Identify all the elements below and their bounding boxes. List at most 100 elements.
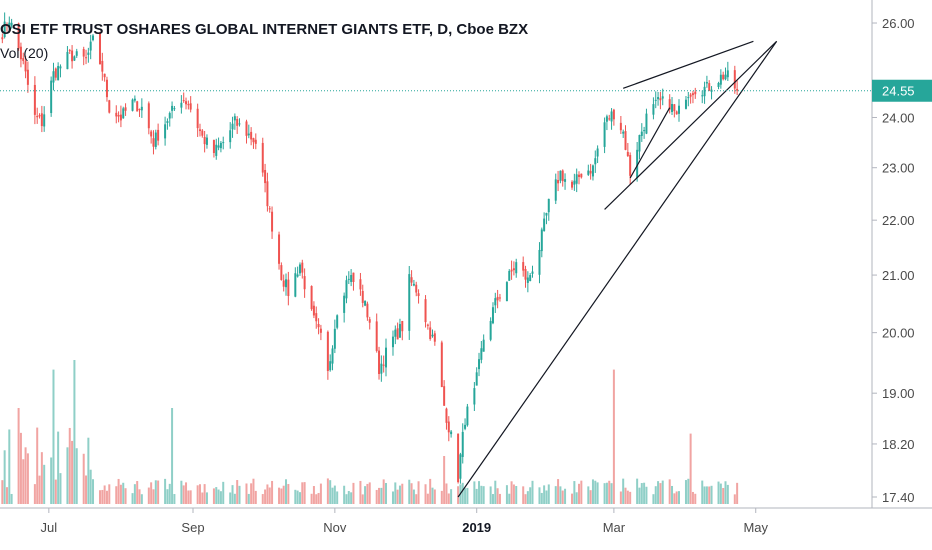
candle-body <box>19 46 22 60</box>
candle-body <box>687 97 690 99</box>
candle-body <box>266 181 269 207</box>
volume-bar <box>478 481 481 504</box>
candle-body <box>75 51 78 56</box>
volume-bar <box>315 494 318 504</box>
volume-bar <box>494 480 497 504</box>
candle-body <box>382 364 385 366</box>
volume-bar <box>557 479 560 504</box>
volume-bar <box>5 487 8 504</box>
candle-body <box>684 99 687 109</box>
candle-body <box>575 174 578 184</box>
volume-bar <box>85 475 88 504</box>
candle-body <box>105 79 108 98</box>
volume-bar <box>124 488 127 504</box>
candle-body <box>677 105 680 114</box>
volume-bar <box>619 491 622 504</box>
volume-bar <box>75 448 78 504</box>
volume-bar <box>612 369 615 504</box>
volume-bar <box>571 493 574 504</box>
volume-bar <box>271 480 274 504</box>
candle-body <box>182 100 185 102</box>
candle-body <box>219 142 222 149</box>
candle-body <box>361 290 364 303</box>
volume-bar <box>347 491 350 504</box>
volume-bar <box>352 482 355 504</box>
volume-bar <box>238 485 241 504</box>
candle-body <box>643 130 646 132</box>
candle-body <box>603 122 606 147</box>
candle-body <box>364 300 367 306</box>
volume-bar <box>36 427 39 504</box>
volume-bar <box>333 485 336 504</box>
candle-body <box>445 408 448 423</box>
volume-bar <box>1 480 4 504</box>
candle-body <box>352 272 355 282</box>
candle-body <box>164 124 167 139</box>
candle-body <box>385 347 388 368</box>
candle-body <box>122 108 125 119</box>
candle-body <box>450 431 453 435</box>
candle-body <box>331 348 334 364</box>
candle-body <box>298 264 301 274</box>
volume-bar <box>19 432 22 504</box>
volume-bar <box>512 484 515 504</box>
volume-bar <box>385 482 388 504</box>
volume-bar <box>119 484 122 504</box>
volume-bar <box>505 485 508 504</box>
volume-bar <box>285 479 288 504</box>
volume-bar <box>526 491 529 504</box>
last-price-badge <box>872 79 932 102</box>
candle-body <box>52 71 55 83</box>
candle-body <box>264 169 267 184</box>
volume-bar <box>203 484 206 504</box>
candle-body <box>271 211 274 232</box>
candle-body <box>301 262 304 273</box>
candle-body <box>278 234 281 264</box>
candle-body <box>689 94 692 97</box>
volume-bar <box>652 494 655 504</box>
candle-body <box>38 115 41 117</box>
volume-bar <box>319 483 322 504</box>
candle-body <box>368 319 371 323</box>
candle-body <box>117 115 120 117</box>
candle-body <box>185 101 188 105</box>
trendlines-layer[interactable] <box>457 40 778 498</box>
price-tick-label: 21.00 <box>882 268 915 283</box>
volume-bar <box>247 493 250 504</box>
volume-bar <box>424 484 427 504</box>
volume-bar <box>447 493 450 504</box>
candle-body <box>5 24 8 27</box>
candle-body <box>480 348 483 360</box>
volume-bar <box>245 483 248 504</box>
volume-bar <box>254 490 257 504</box>
candle-body <box>564 179 567 182</box>
candle-body <box>589 170 592 174</box>
volume-bar <box>3 450 6 504</box>
volume-bar <box>282 485 285 504</box>
volume-bar <box>554 486 557 504</box>
volume-bar <box>268 487 271 504</box>
volume-bar <box>480 485 483 504</box>
volume-bar <box>26 453 29 504</box>
volume-bar <box>236 480 239 504</box>
candle-body <box>447 421 450 433</box>
volume-bar <box>261 494 264 504</box>
trendline <box>629 107 671 179</box>
volume-bar <box>710 485 713 504</box>
candle-body <box>443 386 446 406</box>
volume-bar <box>326 478 329 504</box>
volume-bar <box>364 486 367 504</box>
candle-body <box>138 108 141 110</box>
candle-body <box>212 140 215 154</box>
candle-body <box>619 122 622 131</box>
candle-body <box>626 151 629 157</box>
volume-bar <box>661 480 664 504</box>
candle-body <box>629 155 632 176</box>
volume-bar <box>361 494 364 504</box>
candle-body <box>247 133 250 136</box>
volume-bar <box>180 480 183 504</box>
volume-bar <box>638 487 641 504</box>
volume-bar <box>52 369 55 504</box>
